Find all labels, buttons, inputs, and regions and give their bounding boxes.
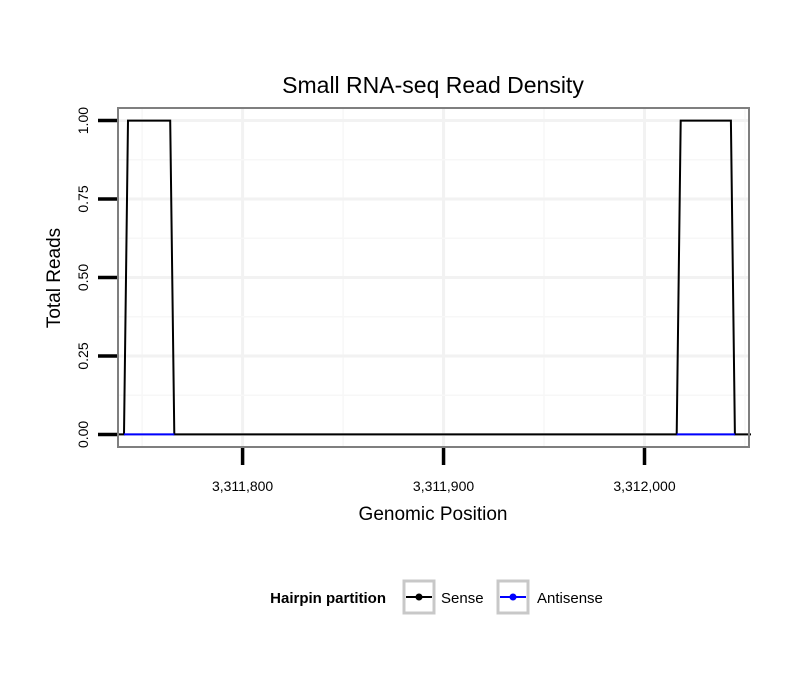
chart-title: Small RNA-seq Read Density [282, 72, 584, 98]
series-lines [116, 119, 751, 436]
legend-point-antisense [509, 593, 517, 601]
series-sense-line [116, 119, 751, 436]
y-tick-label-1: 0.25 [75, 342, 91, 369]
y-tick-label-0: 0.00 [75, 421, 91, 448]
legend-label-sense: Sense [441, 590, 484, 607]
y-axis-ticks: 0.00 0.25 0.50 0.75 1.00 [75, 107, 117, 448]
plot-border [117, 107, 750, 448]
legend: Hairpin partition Sense Antisense [270, 579, 603, 615]
x-axis-ticks: 3,311,800 3,311,900 3,312,000 [212, 448, 676, 494]
x-tick-label-1: 3,311,900 [413, 478, 474, 494]
x-tick-label-2: 3,312,000 [613, 478, 675, 494]
legend-point-sense [415, 593, 423, 601]
y-tick-label-4: 1.00 [75, 107, 91, 134]
x-tick-label-0: 3,311,800 [212, 478, 273, 494]
y-tick-label-3: 0.75 [75, 185, 91, 212]
x-axis-title: Genomic Position [359, 504, 508, 525]
y-tick-label-2: 0.50 [75, 264, 91, 291]
legend-title: Hairpin partition [270, 590, 386, 607]
legend-label-antisense: Antisense [537, 590, 603, 607]
y-axis-title: Total Reads [44, 228, 65, 328]
